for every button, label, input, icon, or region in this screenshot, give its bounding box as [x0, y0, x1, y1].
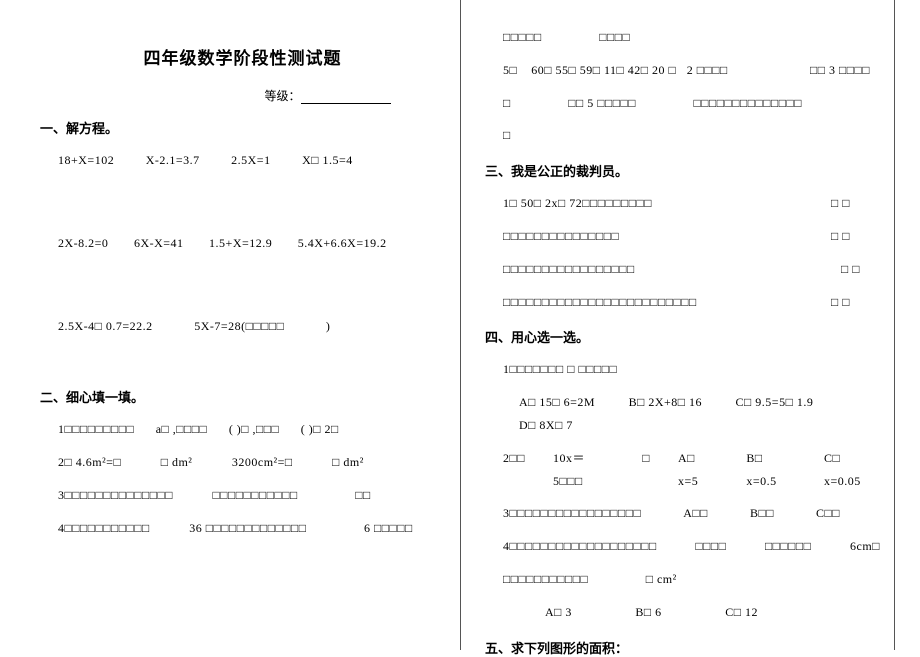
eq2a: 2X-8.2=0	[58, 232, 108, 255]
c4c: B□□	[750, 502, 774, 525]
c7a: A□ 3	[545, 601, 572, 624]
judge-2: □□□□□□□□□□□□□□□ □ □	[485, 225, 890, 248]
l2d: □ dm²	[332, 455, 364, 469]
eq3b: 5X-7=28(□□□□□	[194, 315, 284, 338]
judge-3: □□□□□□□□□□□□□□□□□ □ □	[485, 258, 890, 281]
c4b: A□□	[683, 502, 708, 525]
section2-heading: 二、细心填一填。	[40, 387, 445, 406]
l1c: ( )□ ,□□□	[229, 422, 279, 436]
c5d: 6cm□	[850, 535, 880, 558]
rtop-1: □□□□□ □□□□	[485, 26, 890, 49]
l1b: a□ ,□□□□	[156, 422, 208, 436]
c3d: A□ x=5	[678, 447, 718, 493]
page-title: 四年级数学阶段性测试题	[40, 44, 445, 69]
l2c: 3200cm²=□	[232, 455, 293, 469]
choose-5: 4□□□□□□□□□□□□□□□□□□□ □□□□ □□□□□□ 6cm□	[485, 535, 890, 558]
eq1d: X□ 1.5=4	[302, 149, 353, 172]
eq1c: 2.5X=1	[231, 149, 270, 172]
j2r: □ □	[831, 225, 850, 248]
j3r: □ □	[841, 258, 860, 281]
rtop-4: □	[485, 124, 890, 147]
l3b: □□□□□□□□□□□	[212, 488, 297, 502]
rt1a: □□□□□	[503, 30, 542, 44]
eq-row-3: 2.5X-4□ 0.7=22.2 5X-7=28(□□□□□ )	[40, 315, 445, 338]
section3-heading: 三、我是公正的裁判员。	[485, 161, 890, 180]
l4b: 36 □□□□□□□□□□□□□	[189, 521, 306, 535]
rt3c: □□□□□□□□□□□□□□	[694, 96, 802, 110]
choose-1: 1□□□□□□□ □ □□□□□	[485, 358, 890, 381]
c3a: 2□□	[503, 447, 525, 493]
fill-row-3: 3□□□□□□□□□□□□□□ □□□□□□□□□□□ □□	[40, 484, 445, 507]
fill-row-1: 1□□□□□□□□□ a□ ,□□□□ ( )□ ,□□□ ( )□ 2□	[40, 418, 445, 441]
eq3a: 2.5X-4□ 0.7=22.2	[58, 315, 153, 338]
rtop-3: □ □□ 5 □□□□□ □□□□□□□□□□□□□□	[485, 92, 890, 115]
rt2a: 5□	[503, 63, 517, 77]
rt4: □	[503, 128, 511, 142]
eq2d: 5.4X+6.6X=19.2	[298, 232, 387, 255]
eq1b: X-2.1=3.7	[146, 149, 200, 172]
l4a: 4□□□□□□□□□□□	[58, 521, 150, 535]
rtop-2: 5□ 60□ 55□ 59□ 11□ 42□ 20 □ 2 □□□□ □□ 3 …	[485, 59, 890, 82]
grade-underline	[301, 92, 391, 104]
rt3b: □□ 5 □□□□□	[568, 96, 636, 110]
j4a: □□□□□□□□□□□□□□□□□□□□□□□□□	[503, 291, 697, 314]
section5-heading: 五、求下列图形的面积：	[485, 638, 890, 657]
j1r: □ □	[831, 192, 850, 215]
c3e: B□ x=0.5	[746, 447, 796, 493]
c3b: 10x＝5□□□	[553, 447, 614, 493]
choose-7: A□ 3 B□ 6 C□ 12	[485, 601, 890, 624]
eq-row-2: 2X-8.2=0 6X-X=41 1.5+X=12.9 5.4X+6.6X=19…	[40, 232, 445, 255]
l4c: 6 □□□□□	[364, 521, 413, 535]
c2c: C□ 9.5=5□ 1.9	[736, 391, 814, 414]
choose-3: 2□□ 10x＝5□□□ □ A□ x=5 B□ x=0.5 C□ x=0.05	[485, 447, 890, 493]
l1a: 1□□□□□□□□□	[58, 422, 134, 436]
fill-row-2: 2□ 4.6m²=□ □ dm² 3200cm²=□ □ dm²	[40, 451, 445, 474]
c6a: □□□□□□□□□□□	[503, 572, 588, 586]
l3c: □□	[355, 488, 371, 502]
grade-line: 等级：	[40, 87, 445, 104]
l1d: ( )□ 2□	[301, 422, 339, 436]
c4d: C□□	[816, 502, 840, 525]
grade-label: 等级：	[264, 89, 300, 103]
eq2c: 1.5+X=12.9	[209, 232, 272, 255]
c2a: A□ 15□ 6=2M	[519, 391, 595, 414]
j3a: □□□□□□□□□□□□□□□□□	[503, 258, 635, 281]
rt3a: □	[503, 96, 511, 110]
choose-6: □□□□□□□□□□□ □ cm²	[485, 568, 890, 591]
c3c: □	[642, 447, 650, 493]
eq1a: 18+X=102	[58, 149, 114, 172]
c4a: 3□□□□□□□□□□□□□□□□□	[503, 502, 641, 525]
rt2d: □□ 3 □□□□	[810, 59, 870, 82]
judge-1: 1□ 50□ 2x□ 72□□□□□□□□□ □ □	[485, 192, 890, 215]
c5b: □□□□	[695, 535, 726, 558]
l3a: 3□□□□□□□□□□□□□□	[58, 488, 173, 502]
eq-row-1: 18+X=102 X-2.1=3.7 2.5X=1 X□ 1.5=4	[40, 149, 445, 172]
c5c: □□□□□□	[765, 535, 812, 558]
choose-4: 3□□□□□□□□□□□□□□□□□ A□□ B□□ C□□	[485, 502, 890, 525]
c2d: D□ 8X□ 7	[519, 414, 573, 437]
judge-4: □□□□□□□□□□□□□□□□□□□□□□□□□ □ □	[485, 291, 890, 314]
eq3c: )	[326, 315, 331, 338]
rt2c: 2 □□□□	[687, 63, 728, 77]
rt1b: □□□□	[599, 30, 630, 44]
c3f: C□ x=0.05	[824, 447, 880, 493]
c5a: 4□□□□□□□□□□□□□□□□□□□	[503, 535, 657, 558]
j2a: □□□□□□□□□□□□□□□	[503, 225, 619, 248]
l2b: □ dm²	[161, 455, 193, 469]
j1a: 1□ 50□ 2x□ 72□□□□□□□□□	[503, 192, 652, 215]
eq2b: 6X-X=41	[134, 232, 184, 255]
section1-heading: 一、解方程。	[40, 118, 445, 137]
j4r: □ □	[831, 291, 850, 314]
section4-heading: 四、用心选一选。	[485, 327, 890, 346]
rt2b: 60□ 55□ 59□ 11□ 42□ 20 □	[531, 63, 676, 77]
choose-2: A□ 15□ 6=2M B□ 2X+8□ 16 C□ 9.5=5□ 1.9 D□…	[485, 391, 890, 437]
c7b: B□ 6	[635, 601, 661, 624]
l2a: 2□ 4.6m²=□	[58, 455, 121, 469]
c7c: C□ 12	[725, 601, 758, 624]
c2b: B□ 2X+8□ 16	[629, 391, 702, 414]
c6b: □ cm²	[646, 572, 677, 586]
fill-row-4: 4□□□□□□□□□□□ 36 □□□□□□□□□□□□□ 6 □□□□□	[40, 517, 445, 540]
